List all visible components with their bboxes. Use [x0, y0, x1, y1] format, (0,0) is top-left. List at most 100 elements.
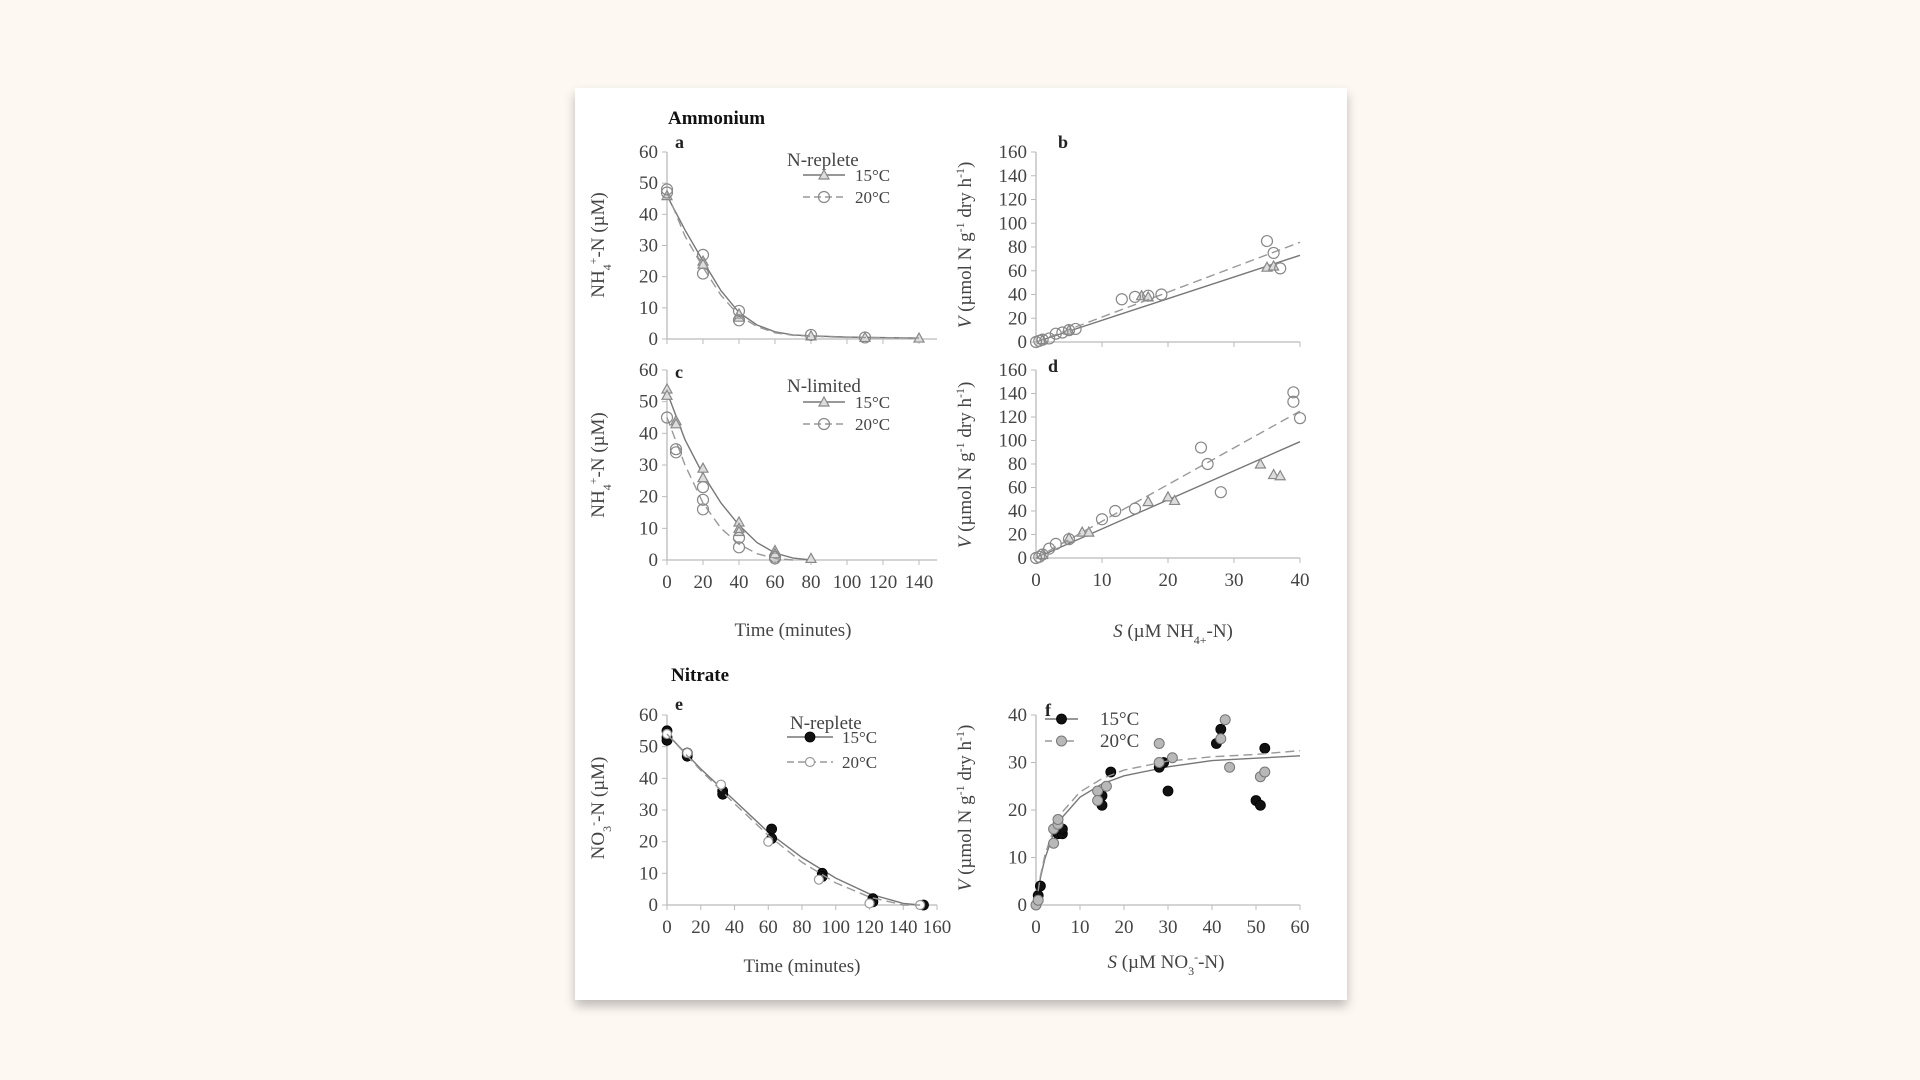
y-tick-label: 50 [639, 737, 658, 758]
data-point [1032, 894, 1044, 906]
data-point [1259, 742, 1271, 754]
y-tick-label: 20 [639, 267, 658, 288]
x-tick-label: 10 [1071, 917, 1090, 938]
data-point [766, 823, 778, 835]
y-tick-label: 40 [1008, 705, 1027, 726]
x-axis-label-part: Time (minutes) [744, 956, 861, 977]
y-tick-label: 10 [639, 863, 658, 884]
data-point [660, 411, 674, 424]
data-point [732, 304, 746, 318]
x-axis-label: Time (minutes) [735, 620, 852, 641]
y-tick-label: 0 [649, 550, 659, 571]
y-axis-label-part: dry h [955, 741, 976, 786]
y-axis-label-part: -1 [953, 222, 967, 232]
y-tick-label: 10 [639, 518, 658, 539]
y-tick-label: 40 [639, 204, 658, 225]
data-point [1135, 289, 1148, 301]
y-axis-label-part: 3 [600, 826, 614, 832]
y-tick-label: 0 [1018, 548, 1028, 569]
y-tick-label: 20 [1008, 525, 1027, 546]
legend: 15°C20°C [1045, 709, 1139, 752]
data-point [1155, 288, 1168, 301]
legend-label: 20°C [855, 188, 890, 207]
data-point [682, 747, 693, 759]
data-point [1224, 761, 1236, 773]
y-axis-label-part: -1 [953, 388, 967, 398]
y-axis-label-part: V [955, 534, 976, 548]
data-point [1082, 525, 1095, 537]
data-point [715, 779, 727, 790]
y-axis-label-part: ) [955, 382, 976, 388]
x-axis-label: Time (minutes) [744, 956, 861, 977]
x-tick-label: 100 [833, 572, 862, 593]
y-axis-label-part: (µmol N g [955, 795, 976, 880]
y-axis-label-part: -N (µM) [588, 412, 609, 477]
panel-e: 0 10 20 30 40 50 60 0 20 40 60 80 100 120 140 160 e NO3--… [586, 694, 951, 977]
data-point [1287, 395, 1300, 408]
data-point [1043, 542, 1056, 555]
x-tick-label: 140 [905, 572, 934, 593]
y-tick-label: 0 [1018, 895, 1028, 916]
x-tick-label: 100 [822, 917, 851, 938]
y-axis-label-part: -N (µM) [588, 192, 609, 257]
x-axis-label-part: -N) [1207, 621, 1233, 642]
x-axis-label: S (µM NH4+-N) [1113, 621, 1233, 647]
fit-line [1035, 749, 1301, 906]
legend-marker [804, 756, 816, 768]
y-tick-label: 120 [999, 407, 1028, 428]
y-axis-label-part: NO [588, 832, 609, 859]
y-axis-label-part: -1 [953, 442, 967, 452]
y-axis-label-part: (µmol N g [955, 232, 976, 317]
data-point [1215, 723, 1227, 735]
y-tick-label: 40 [639, 423, 658, 444]
data-point [660, 389, 674, 400]
legend-label: 15°C [855, 166, 890, 185]
x-tick-label: 20 [1115, 917, 1134, 938]
figure-page [575, 88, 1347, 1000]
data-point [1109, 504, 1122, 518]
panel-letter: a [675, 132, 684, 152]
legend-marker [817, 190, 831, 204]
fit-line [1035, 241, 1301, 343]
panel-letter: d [1048, 356, 1058, 376]
data-point [1062, 324, 1076, 337]
data-point [1214, 486, 1227, 499]
data-point [660, 183, 674, 196]
y-tick-label: 160 [999, 360, 1028, 381]
data-point [696, 248, 710, 261]
series-15°C [1032, 723, 1301, 906]
data-point [1255, 799, 1266, 811]
fit-line [666, 417, 794, 561]
data-point [1043, 332, 1056, 345]
series-15°C [1035, 441, 1301, 560]
x-tick-label: 0 [1031, 570, 1041, 591]
series-20°C [1029, 234, 1301, 349]
data-point [1142, 495, 1155, 507]
legend-label: 15°C [1100, 709, 1139, 730]
legend-label: 15°C [855, 393, 890, 412]
y-tick-label: 50 [639, 173, 658, 194]
y-tick-label: 40 [639, 768, 658, 789]
y-tick-label: 60 [639, 705, 658, 726]
data-point [696, 267, 710, 280]
x-tick-label: 40 [1203, 917, 1222, 938]
data-point [768, 552, 782, 565]
data-point [669, 443, 683, 456]
series-15°C [660, 382, 818, 564]
y-axis-label: NH4+-N (µM) [586, 192, 614, 298]
y-tick-label: 30 [639, 236, 658, 257]
legend-title: N-replete [790, 713, 862, 734]
data-point [1033, 550, 1046, 563]
legend-label: 15°C [842, 728, 877, 747]
x-tick-label: 60 [1291, 917, 1310, 938]
x-tick-label: 0 [662, 917, 672, 938]
data-point [1048, 837, 1060, 849]
legend-marker [804, 731, 816, 743]
y-tick-label: 20 [1008, 308, 1027, 329]
data-point [1069, 322, 1082, 336]
x-tick-label: 40 [730, 572, 749, 593]
x-axis-label: S (µM NO3--N) [1107, 950, 1224, 978]
x-tick-label: 80 [793, 917, 812, 938]
